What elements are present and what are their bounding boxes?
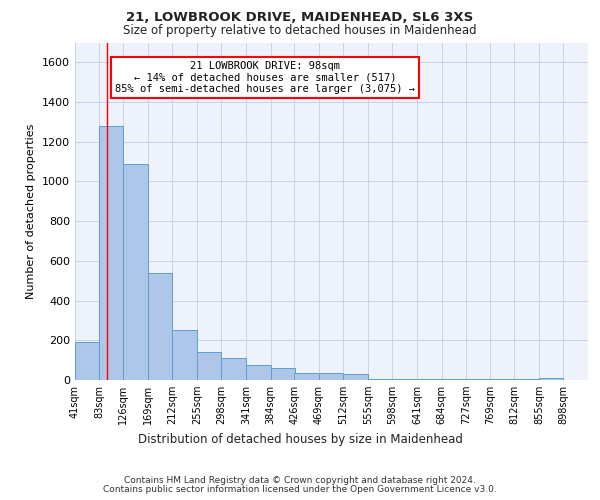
Bar: [368, 379, 392, 380]
Bar: [221, 358, 246, 380]
Bar: [392, 379, 417, 380]
Bar: [442, 379, 466, 380]
Bar: [148, 273, 172, 380]
Bar: [271, 368, 295, 380]
Bar: [172, 330, 197, 380]
Bar: [75, 342, 100, 380]
Bar: [417, 379, 442, 380]
Bar: [124, 164, 148, 380]
Text: 21 LOWBROOK DRIVE: 98sqm
← 14% of detached houses are smaller (517)
85% of semi-: 21 LOWBROOK DRIVE: 98sqm ← 14% of detach…: [115, 61, 415, 94]
Bar: [295, 373, 319, 380]
Bar: [197, 352, 221, 380]
Bar: [514, 379, 539, 380]
Text: 21, LOWBROOK DRIVE, MAIDENHEAD, SL6 3XS: 21, LOWBROOK DRIVE, MAIDENHEAD, SL6 3XS: [127, 11, 473, 24]
Text: Distribution of detached houses by size in Maidenhead: Distribution of detached houses by size …: [137, 432, 463, 446]
Bar: [99, 126, 124, 380]
Bar: [466, 379, 491, 380]
Bar: [319, 373, 343, 380]
Text: Contains HM Land Registry data © Crown copyright and database right 2024.: Contains HM Land Registry data © Crown c…: [124, 476, 476, 485]
Bar: [246, 365, 271, 380]
Text: Contains public sector information licensed under the Open Government Licence v3: Contains public sector information licen…: [103, 485, 497, 494]
Bar: [343, 374, 368, 380]
Text: Size of property relative to detached houses in Maidenhead: Size of property relative to detached ho…: [123, 24, 477, 37]
Bar: [490, 379, 514, 380]
Y-axis label: Number of detached properties: Number of detached properties: [26, 124, 37, 299]
Bar: [539, 378, 563, 380]
